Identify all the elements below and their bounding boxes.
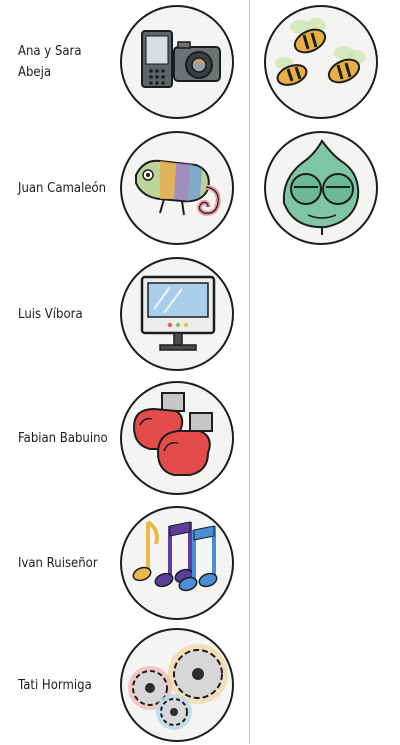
column-divider — [249, 0, 250, 744]
player-row-fabian-babuino: Fabian Babuino — [0, 378, 249, 498]
player-token[interactable] — [120, 5, 234, 119]
player-name: Ana y Sara Abeja — [18, 44, 82, 80]
music-notes-icon — [132, 520, 218, 592]
player-name: Juan Camaleón — [18, 180, 107, 196]
player-row-tati-hormiga: Tati Hormiga — [0, 625, 249, 745]
player-row-ivan-ruisenor: Ivan Ruiseñor — [0, 503, 249, 623]
chameleon-icon — [135, 159, 221, 216]
player-name: Luis Víbora — [18, 306, 83, 322]
player-token[interactable] — [120, 506, 234, 620]
player-row-juan-camaleon: Juan Camaleón — [0, 128, 249, 248]
matched-token-bees[interactable] — [264, 5, 378, 119]
player-name: Tati Hormiga — [18, 677, 92, 693]
player-name: Fabian Babuino — [18, 430, 108, 446]
phone-camera-icon — [141, 30, 221, 88]
player-token[interactable] — [120, 628, 234, 742]
matched-token-chameleon[interactable] — [264, 131, 378, 245]
player-row-luis-vibora: Luis Víbora — [0, 254, 249, 374]
chameleon-face-icon — [282, 139, 360, 235]
gears-icon — [128, 644, 228, 730]
player-token[interactable] — [120, 131, 234, 245]
player-name: Ivan Ruiseñor — [18, 555, 98, 571]
player-token[interactable] — [120, 381, 234, 495]
bees-icon — [275, 18, 366, 86]
computer-monitor-icon — [140, 275, 216, 351]
player-row-ana-sara-abeja: Ana y Sara Abeja — [0, 2, 249, 122]
boxing-gloves-icon — [132, 392, 213, 476]
player-token[interactable] — [120, 257, 234, 371]
